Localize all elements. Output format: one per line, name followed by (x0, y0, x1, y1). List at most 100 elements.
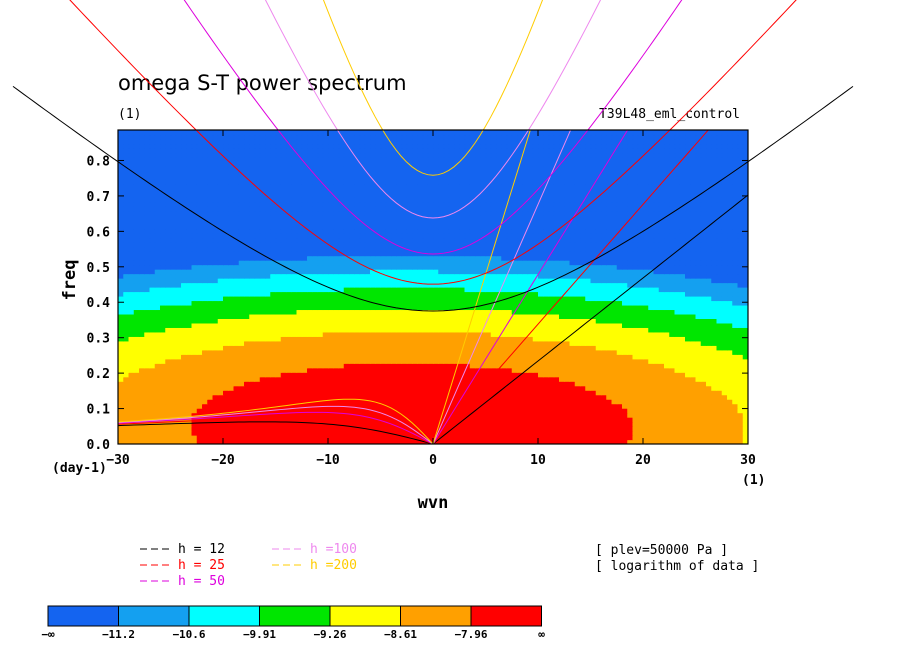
heat-cell (679, 363, 686, 369)
heat-cell (123, 304, 130, 311)
heat-cell (459, 385, 466, 391)
heat-cell (548, 349, 555, 355)
heat-cell (711, 376, 718, 382)
heat-cell (375, 255, 382, 261)
heat-cell (443, 331, 450, 337)
heat-cell (385, 439, 392, 444)
heat-cell (286, 327, 292, 333)
heat-cell (328, 278, 334, 284)
heat-cell (632, 304, 639, 311)
heat-cell (343, 331, 350, 337)
heat-cell (286, 430, 292, 436)
heat-cell (454, 430, 460, 436)
heat-cell (511, 430, 518, 436)
heat-cell (191, 318, 198, 324)
heat-cell (312, 408, 319, 414)
heat-cell (343, 269, 350, 275)
heat-cell (538, 273, 544, 279)
heat-cell (217, 372, 224, 378)
heat-cell (354, 408, 361, 414)
heat-cell (280, 376, 287, 382)
heat-cell (427, 381, 434, 387)
heat-cell (401, 412, 408, 418)
heat-cell (511, 269, 518, 275)
heat-cell (480, 295, 487, 302)
heat-cell (186, 313, 193, 319)
heat-cell (343, 313, 350, 319)
heat-cell (706, 349, 712, 355)
heat-cell (648, 435, 655, 441)
heat-cell (133, 426, 140, 432)
heat-cell (574, 282, 581, 288)
heat-cell (522, 278, 529, 284)
heat-cell (627, 327, 634, 333)
heat-cell (165, 376, 172, 382)
heat-cell (333, 304, 340, 311)
heat-cell (700, 340, 707, 346)
heat-cell (317, 385, 324, 391)
heat-cell (664, 367, 670, 373)
heat-cell (175, 340, 182, 346)
heat-cell (480, 255, 487, 261)
heat-cell (669, 336, 676, 342)
heat-cell (496, 273, 502, 279)
heat-cell (643, 269, 649, 275)
heat-cell (606, 327, 613, 333)
heat-cell (716, 291, 723, 297)
heat-cell (370, 273, 376, 279)
heat-cell (391, 385, 397, 391)
heat-cell (742, 282, 748, 288)
heat-cell (695, 385, 702, 391)
heat-cell (527, 430, 534, 436)
heat-cell (333, 269, 340, 275)
heat-cell (532, 417, 539, 423)
heat-cell (238, 394, 245, 400)
heat-cell (364, 309, 371, 315)
heat-cell (485, 322, 492, 328)
heat-cell (700, 264, 707, 270)
heat-cell (695, 309, 702, 315)
heat-cell (496, 403, 502, 409)
heat-cell (212, 313, 219, 319)
heat-cell (496, 287, 502, 293)
heat-cell (317, 309, 324, 315)
heat-cell (238, 385, 245, 391)
heat-cell (700, 318, 707, 324)
heat-cell (280, 381, 287, 387)
heat-cell (181, 354, 187, 360)
heat-cell (527, 282, 534, 288)
heat-cell (249, 309, 256, 315)
heat-cell (322, 327, 329, 333)
heat-cell (690, 354, 697, 360)
heat-cell (611, 295, 618, 302)
heat-cell (543, 269, 550, 275)
heat-cell (548, 273, 555, 279)
heat-cell (438, 287, 445, 293)
heat-cell (233, 394, 240, 400)
heat-cell (553, 313, 560, 319)
heat-cell (637, 278, 644, 284)
heat-cell (464, 408, 471, 414)
heat-cell (658, 439, 665, 444)
heat-cell (317, 367, 324, 373)
heat-cell (370, 349, 376, 355)
heat-cell (574, 403, 581, 409)
heat-cell (412, 327, 418, 333)
heat-cell (380, 264, 387, 270)
heat-cell (370, 367, 376, 373)
heat-cell (238, 354, 245, 360)
heat-cell (727, 273, 733, 279)
heat-cell (648, 412, 655, 418)
heat-cell (448, 394, 455, 400)
heat-cell (343, 349, 350, 355)
heat-cell (438, 417, 445, 423)
heat-cell (154, 322, 161, 328)
heat-cell (632, 282, 639, 288)
heat-cell (118, 367, 124, 373)
heat-cell (627, 408, 634, 414)
heat-cell (349, 304, 355, 311)
heat-cell (716, 376, 723, 382)
heat-cell (611, 322, 618, 328)
heat-cell (286, 390, 292, 396)
heat-cell (202, 313, 208, 319)
